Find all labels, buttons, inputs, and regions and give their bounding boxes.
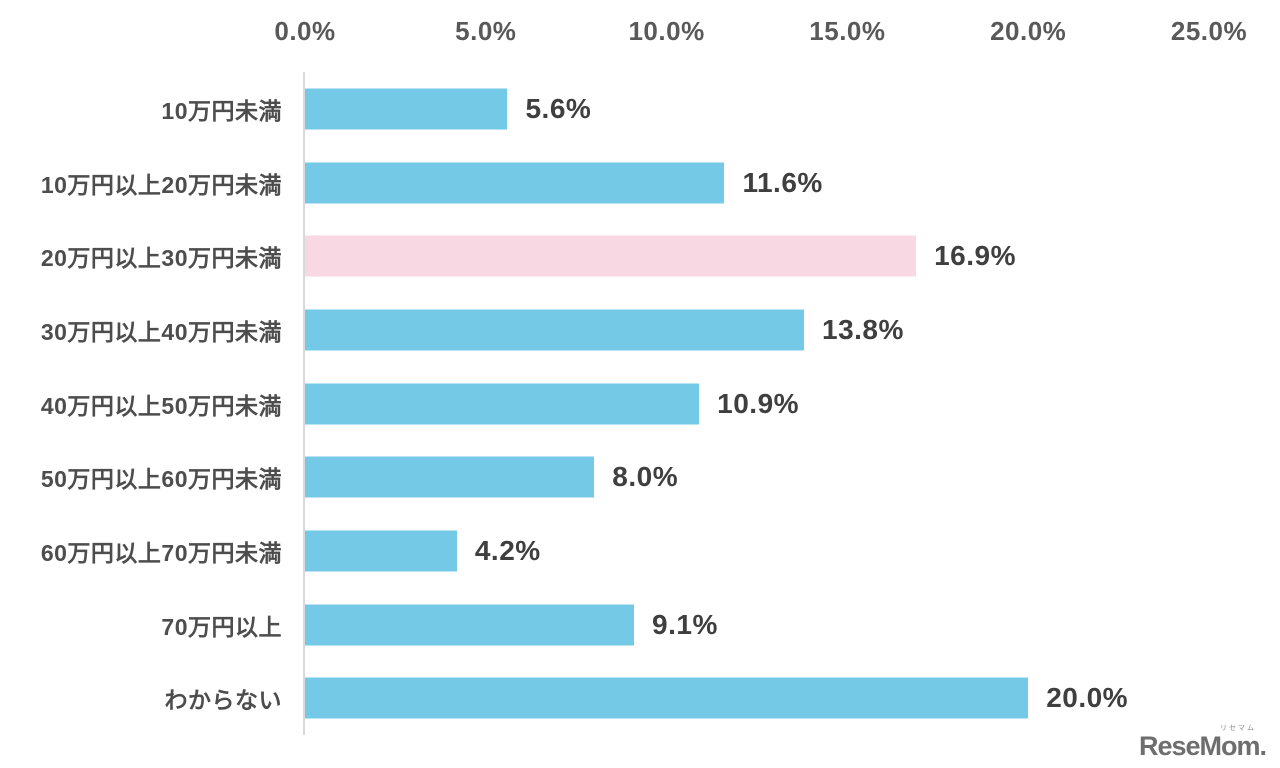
value-label: 4.2% — [474, 534, 541, 566]
bar — [305, 162, 725, 203]
bar — [305, 309, 804, 351]
category-label: 60万円以上70万円未満 — [40, 539, 282, 566]
category-label: 30万円以上40万円未満 — [40, 318, 282, 345]
y-axis-line — [303, 72, 305, 735]
bar — [305, 235, 917, 277]
category-label: わからない — [164, 687, 282, 714]
bar-row: 60万円以上70万円未満 4.2% — [0, 514, 1280, 588]
bar — [305, 456, 595, 498]
bar-row: 40万円以上50万円未満 10.9% — [0, 367, 1280, 441]
bar-row: 10万円以上20万円未満 11.6% — [0, 146, 1280, 220]
x-tick-label: 25.0% — [1170, 16, 1248, 46]
value-label: 9.1% — [652, 608, 718, 640]
bar-row: 30万円以上40万円未満 13.8% — [0, 293, 1280, 367]
value-label: 10.9% — [717, 387, 800, 419]
category-label: 50万円以上60万円未満 — [40, 466, 282, 493]
logo-text: ReseMom. — [1138, 731, 1267, 761]
resemom-logo: リセマム ReseMom. — [1138, 725, 1267, 761]
bar-area: 4.2% — [303, 514, 1280, 588]
x-tick-label: 15.0% — [809, 16, 886, 46]
x-tick-label: 5.0% — [455, 16, 517, 46]
x-tick-label: 10.0% — [628, 16, 705, 46]
category-label: 10万円以上20万円未満 — [40, 171, 282, 198]
bar-area: 5.6% — [303, 72, 1280, 146]
category-label: 20万円以上30万円未満 — [40, 245, 282, 272]
bar-area: 11.6% — [303, 146, 1280, 220]
bar-area: 9.1% — [303, 588, 1280, 662]
x-tick-label: 20.0% — [990, 16, 1067, 46]
value-label: 8.0% — [612, 461, 679, 493]
bar-row: わからない 20.0% — [0, 661, 1280, 735]
bar-area: 16.9% — [303, 219, 1280, 293]
bar — [305, 677, 1029, 719]
bar — [305, 604, 635, 646]
bar-row: 20万円以上30万円未満 16.9% — [0, 219, 1280, 293]
logo-ruby-text: リセマム — [1220, 725, 1256, 732]
bar — [305, 88, 508, 130]
bar-area: 13.8% — [303, 293, 1280, 367]
bar — [305, 383, 700, 425]
bar-row: 70万円以上 9.1% — [0, 588, 1280, 662]
bar-area: 20.0% — [303, 661, 1280, 735]
value-label: 13.8% — [822, 313, 904, 345]
bar-area: 10.9% — [303, 367, 1280, 441]
value-label: 11.6% — [742, 166, 823, 198]
bar-row: 10万円未満 5.6% — [0, 72, 1280, 146]
value-label: 20.0% — [1046, 682, 1129, 714]
bar — [305, 530, 457, 572]
bar-row: 50万円以上60万円未満 8.0% — [0, 440, 1280, 514]
value-label: 5.6% — [525, 92, 592, 124]
value-label: 16.9% — [934, 240, 1016, 272]
category-label: 10万円未満 — [161, 97, 282, 124]
x-tick-label: 0.0% — [274, 16, 336, 46]
x-axis: 0.0% 5.0% 10.0% 15.0% 20.0% 25.0% — [0, 0, 1280, 60]
bar-rows: 10万円未満 5.6% 10万円以上20万円未満 11.6% 20万円以上30万円未満 1… — [0, 72, 1280, 735]
bar-area: 8.0% — [303, 440, 1280, 514]
category-label: 70万円以上 — [161, 613, 282, 640]
category-label: 40万円以上50万円未満 — [40, 392, 282, 419]
